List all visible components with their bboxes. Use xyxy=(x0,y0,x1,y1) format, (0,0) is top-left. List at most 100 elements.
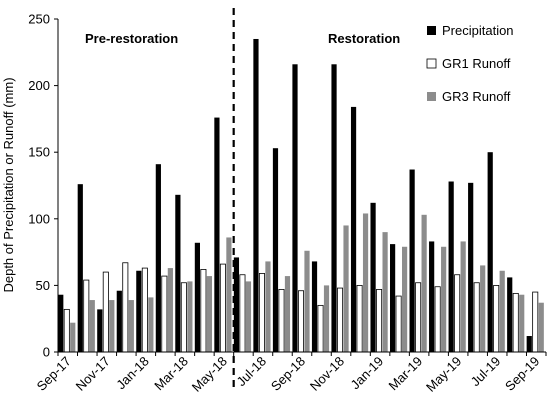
bar-gr3-runoff-jul-18 xyxy=(265,261,271,352)
bar-gr1-runoff-may-18 xyxy=(219,263,226,353)
bar-precipitation-oct-18 xyxy=(311,261,318,352)
x-tick-label: Jan-19 xyxy=(348,354,387,393)
bar-gr1-runoff-oct-18 xyxy=(317,304,324,353)
bar-gr1-runoff-sep-18 xyxy=(297,290,304,353)
bar-precipitation-may-18 xyxy=(214,117,220,352)
bar-gr3-runoff-mar-19 xyxy=(421,214,427,352)
legend-label-gr1-runoff: GR1 Runoff xyxy=(442,56,511,71)
bar-gr3-runoff-dec-17 xyxy=(128,300,134,352)
bar-precipitation-nov-18 xyxy=(331,64,337,352)
bar-precipitation-aug-18 xyxy=(272,148,279,352)
bar-precipitation-jun-18 xyxy=(233,257,240,352)
bar-gr3-runoff-nov-18 xyxy=(343,225,349,352)
x-tick-label: Mar-19 xyxy=(385,354,425,394)
bar-precipitation-feb-18 xyxy=(155,164,161,352)
bar-precipitation-jan-18 xyxy=(136,270,142,352)
bar-precipitation-jul-19 xyxy=(487,152,493,352)
bar-gr1-runoff-jul-19 xyxy=(493,284,500,353)
bar-gr1-runoff-jun-19 xyxy=(473,282,480,353)
bar-gr1-runoff-jan-19 xyxy=(376,288,383,353)
bar-precipitation-may-19 xyxy=(448,181,454,352)
bar-gr1-runoff-feb-19 xyxy=(395,295,402,353)
bar-gr3-runoff-oct-18 xyxy=(323,285,330,352)
bar-precipitation-sep-19 xyxy=(526,336,532,352)
bar-precipitation-mar-18 xyxy=(175,194,181,352)
bar-gr3-runoff-sep-18 xyxy=(304,250,310,352)
legend-swatch-gr1-runoff xyxy=(426,58,437,69)
bar-precipitation-aug-19 xyxy=(507,277,513,352)
y-tick-label: 100 xyxy=(28,211,50,226)
bar-gr1-runoff-may-19 xyxy=(454,274,461,353)
x-tick-label: Sep-18 xyxy=(268,354,308,394)
bar-gr3-runoff-apr-18 xyxy=(206,276,212,352)
x-tick-label: May-19 xyxy=(423,354,464,395)
y-tick-label: 250 xyxy=(28,12,50,27)
bar-gr1-runoff-aug-18 xyxy=(278,288,285,353)
y-tick-label: 0 xyxy=(43,345,50,360)
bar-gr1-runoff-jan-18 xyxy=(141,267,148,353)
bar-gr1-runoff-apr-19 xyxy=(434,286,441,353)
legend-label-precipitation: Precipitation xyxy=(442,23,514,38)
y-tick-label: 50 xyxy=(36,278,50,293)
bar-precipitation-oct-17 xyxy=(77,184,83,352)
bar-gr1-runoff-mar-18 xyxy=(180,282,187,353)
bar-gr1-runoff-aug-19 xyxy=(512,292,519,353)
bar-precipitation-sep-17 xyxy=(58,294,64,352)
bar-gr3-runoff-sep-19 xyxy=(538,302,544,352)
bar-gr1-runoff-sep-17 xyxy=(63,308,70,353)
bar-gr3-runoff-jun-18 xyxy=(245,281,252,352)
bar-gr3-runoff-feb-18 xyxy=(167,268,173,352)
x-tick-label: Jul-18 xyxy=(233,354,269,390)
bar-gr3-runoff-jan-19 xyxy=(382,232,388,352)
bar-gr3-runoff-sep-17 xyxy=(70,322,76,352)
bar-gr1-runoff-sep-19 xyxy=(532,291,539,353)
x-tick-label: Jan-18 xyxy=(113,354,152,393)
bar-gr1-runoff-jul-18 xyxy=(258,273,265,353)
bar-gr3-runoff-jan-18 xyxy=(148,297,154,352)
bar-precipitation-dec-17 xyxy=(116,290,122,352)
x-tick-label: Sep-19 xyxy=(502,354,542,394)
bar-gr3-runoff-mar-18 xyxy=(187,281,193,352)
bar-precipitation-apr-18 xyxy=(194,242,200,352)
x-tick-label: Nov-17 xyxy=(73,354,113,394)
bar-gr3-runoff-aug-18 xyxy=(284,276,291,352)
bar-gr1-runoff-oct-17 xyxy=(83,279,90,353)
bar-precipitation-feb-19 xyxy=(390,244,396,352)
x-tick-label: Jul-19 xyxy=(468,354,504,390)
axes xyxy=(57,19,546,353)
legend-swatch-precipitation xyxy=(427,26,436,35)
bar-precipitation-jan-19 xyxy=(370,202,376,352)
bar-gr3-runoff-may-18 xyxy=(226,237,232,352)
restoration-label: Restoration xyxy=(328,31,400,46)
bar-precipitation-jun-19 xyxy=(468,182,474,352)
bar-gr3-runoff-oct-17 xyxy=(89,300,95,352)
bar-gr3-runoff-feb-19 xyxy=(402,246,408,352)
bar-gr3-runoff-may-19 xyxy=(460,241,466,352)
bar-gr3-runoff-aug-19 xyxy=(519,294,525,352)
bar-gr1-runoff-dec-17 xyxy=(122,262,129,353)
x-tick-label: May-18 xyxy=(189,354,230,395)
bar-precipitation-jul-18 xyxy=(253,38,259,352)
bars-layer xyxy=(58,38,544,353)
bar-precipitation-dec-18 xyxy=(350,106,357,352)
legend: Precipitation GR1 Runoff GR3 Runoff xyxy=(426,23,514,104)
bar-gr1-runoff-jun-18 xyxy=(239,274,246,353)
bar-precipitation-nov-17 xyxy=(97,309,103,352)
bar-precipitation-mar-19 xyxy=(409,169,415,352)
bar-gr1-runoff-feb-18 xyxy=(161,275,168,353)
x-tick-label: Mar-18 xyxy=(151,354,191,394)
bar-precipitation-sep-18 xyxy=(292,64,298,352)
bar-gr1-runoff-apr-18 xyxy=(200,269,207,353)
x-tick-label: Nov-18 xyxy=(307,354,347,394)
x-tick-label: Sep-17 xyxy=(34,354,74,394)
y-axis-title: Depth of Precipitation or Runoff (mm) xyxy=(1,77,16,292)
bar-gr3-runoff-jun-19 xyxy=(480,265,486,352)
y-ticks: 0 50 100 150 200 250 xyxy=(28,12,58,360)
y-tick-label: 150 xyxy=(28,145,50,160)
bar-gr3-runoff-jul-19 xyxy=(499,270,505,352)
bar-gr1-runoff-nov-18 xyxy=(337,287,344,353)
bar-gr3-runoff-dec-18 xyxy=(362,213,369,352)
pre-restoration-label: Pre-restoration xyxy=(85,31,178,46)
